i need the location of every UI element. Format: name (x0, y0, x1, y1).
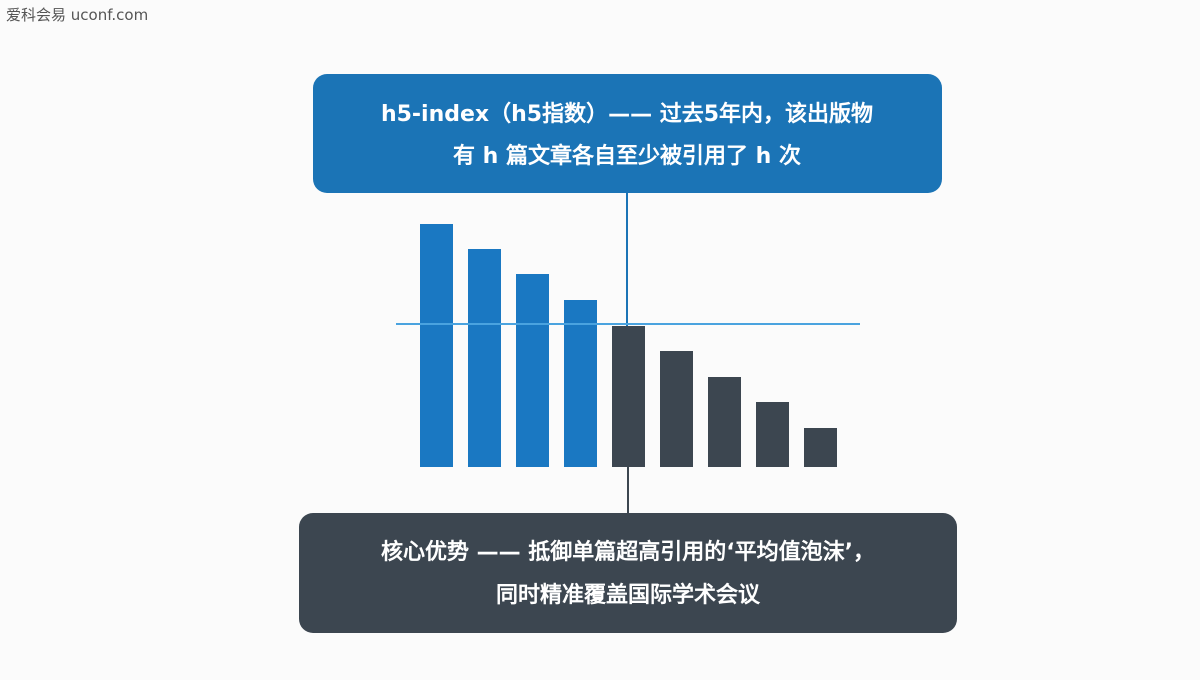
bar (564, 300, 597, 467)
top-callout-box (313, 74, 942, 193)
top-callout-line: 有 h 篇文章各自至少被引用了 h 次 (453, 143, 801, 169)
top-callout-line: h5-index（h5指数）—— 过去5年内，该出版物 (381, 101, 873, 127)
bar (420, 224, 453, 467)
bottom-callout-box (299, 513, 957, 633)
bar (708, 377, 741, 467)
bar (756, 402, 789, 467)
bar (612, 326, 645, 467)
bar (804, 428, 837, 467)
bar (660, 351, 693, 467)
bar (516, 274, 549, 467)
watermark: 爱科会易 uconf.com (6, 6, 148, 24)
bar (468, 249, 501, 467)
bottom-callout-line: 核心优势 —— 抵御单篇超高引用的‘平均值泡沫’， (381, 539, 875, 565)
bars (420, 224, 837, 467)
bottom-callout-line: 同时精准覆盖国际学术会议 (496, 582, 761, 608)
